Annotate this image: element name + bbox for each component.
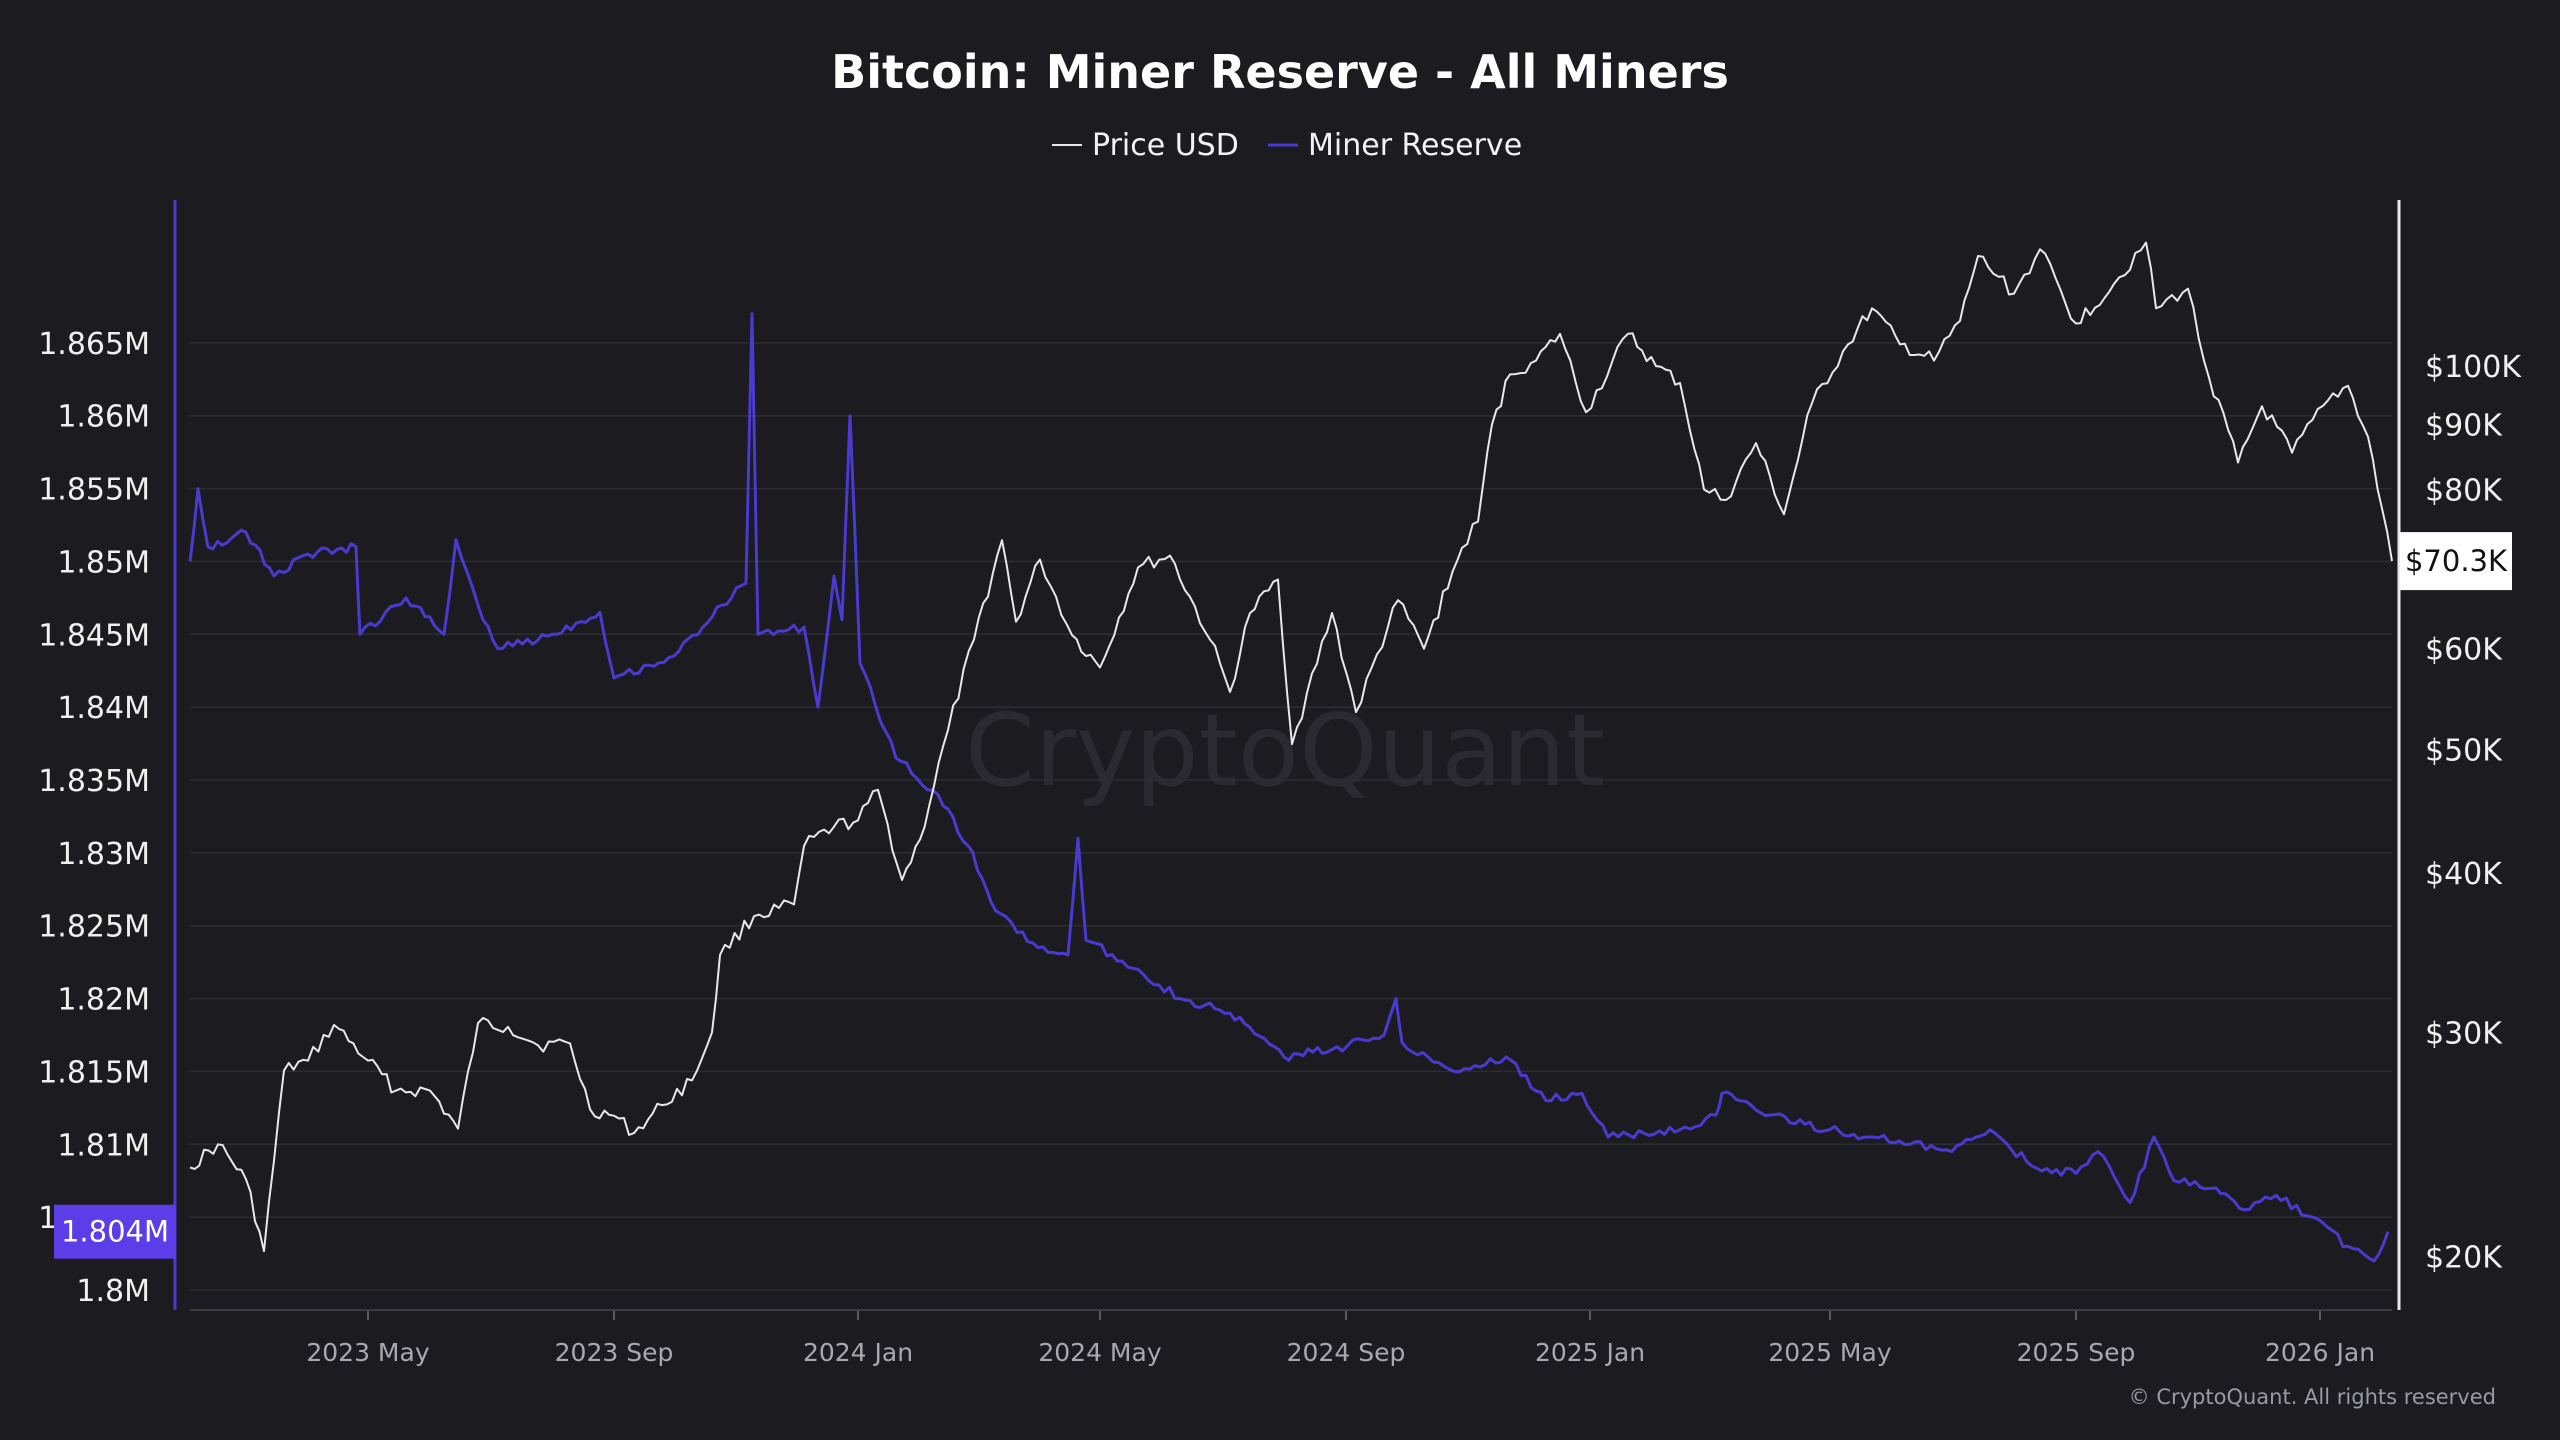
price-badge-label: $70.3K	[2405, 544, 2508, 578]
left-tick-label: 1.865M	[38, 327, 150, 362]
price-badge-bg	[2400, 532, 2512, 591]
watermark: CryptoQuant	[965, 692, 1605, 809]
x-tick-label: 2025 Sep	[2017, 1338, 2136, 1367]
left-tick-label: 1.81M	[57, 1128, 150, 1163]
copyright-notice: © CryptoQuant. All rights reserved	[2129, 1385, 2496, 1409]
x-tick-label: 2024 May	[1038, 1338, 1161, 1367]
left-tick-label: 1.82M	[57, 983, 150, 1018]
series-line-price[interactable]	[189, 241, 2393, 1253]
right-tick-label: $40K	[2425, 857, 2503, 892]
right-tick-label: $50K	[2425, 734, 2503, 769]
legend: Price USD Miner Reserve	[1052, 128, 1522, 163]
left-axis-ticks: 1.8M1.805M1.81M1.815M1.82M1.825M1.83M1.8…	[38, 327, 150, 1309]
reserve-current-badge: 1.804M	[54, 1204, 176, 1259]
left-tick-label: 1.85M	[57, 545, 150, 580]
x-tick-label: 2023 May	[306, 1338, 429, 1367]
x-tick-label: 2025 Jan	[1535, 1338, 1645, 1367]
reserve-badge-label: 1.804M	[61, 1215, 169, 1249]
right-tick-label: $60K	[2425, 633, 2503, 668]
left-tick-label: 1.83M	[57, 837, 150, 872]
x-axis-ticks: 2023 May 2023 Sep 2024 Jan 2024 May 2024 Sep…	[306, 1310, 2375, 1367]
right-tick-label: $20K	[2425, 1241, 2503, 1276]
left-tick-label: 1.86M	[57, 400, 150, 435]
series-line-miner-reserve[interactable]	[188, 312, 2390, 1263]
right-tick-label: $80K	[2425, 474, 2503, 509]
x-tick-label: 2026 Jan	[2265, 1338, 2375, 1367]
price-current-badge: $70.3K	[2400, 532, 2512, 591]
right-tick-label: $100K	[2425, 350, 2522, 385]
grid-lines	[190, 342, 2392, 1291]
left-tick-label: 1.8M	[76, 1274, 150, 1309]
left-tick-label: 1.845M	[38, 618, 150, 653]
left-tick-label: 1.835M	[38, 764, 150, 799]
x-tick-label: 2023 Sep	[555, 1338, 674, 1367]
right-tick-label: $90K	[2425, 408, 2503, 443]
left-tick-label: 1.84M	[57, 691, 150, 726]
x-tick-label: 2024 Jan	[803, 1338, 913, 1367]
reserve-badge-bg	[54, 1204, 176, 1259]
legend-label-reserve[interactable]: Miner Reserve	[1308, 128, 1522, 163]
x-tick-label: 2025 May	[1768, 1338, 1891, 1367]
legend-label-price[interactable]: Price USD	[1092, 128, 1239, 163]
right-axis-ticks: $20K $30K $40K $50K $60K $80K $90K $100K	[2425, 350, 2522, 1276]
chart-title: Bitcoin: Miner Reserve - All Miners	[831, 45, 1729, 99]
left-tick-label: 1.815M	[38, 1055, 150, 1090]
left-tick-label: 1.825M	[38, 910, 150, 945]
right-tick-label: $30K	[2425, 1016, 2503, 1051]
left-tick-label: 1.855M	[38, 473, 150, 508]
x-tick-label: 2024 Sep	[1287, 1338, 1406, 1367]
